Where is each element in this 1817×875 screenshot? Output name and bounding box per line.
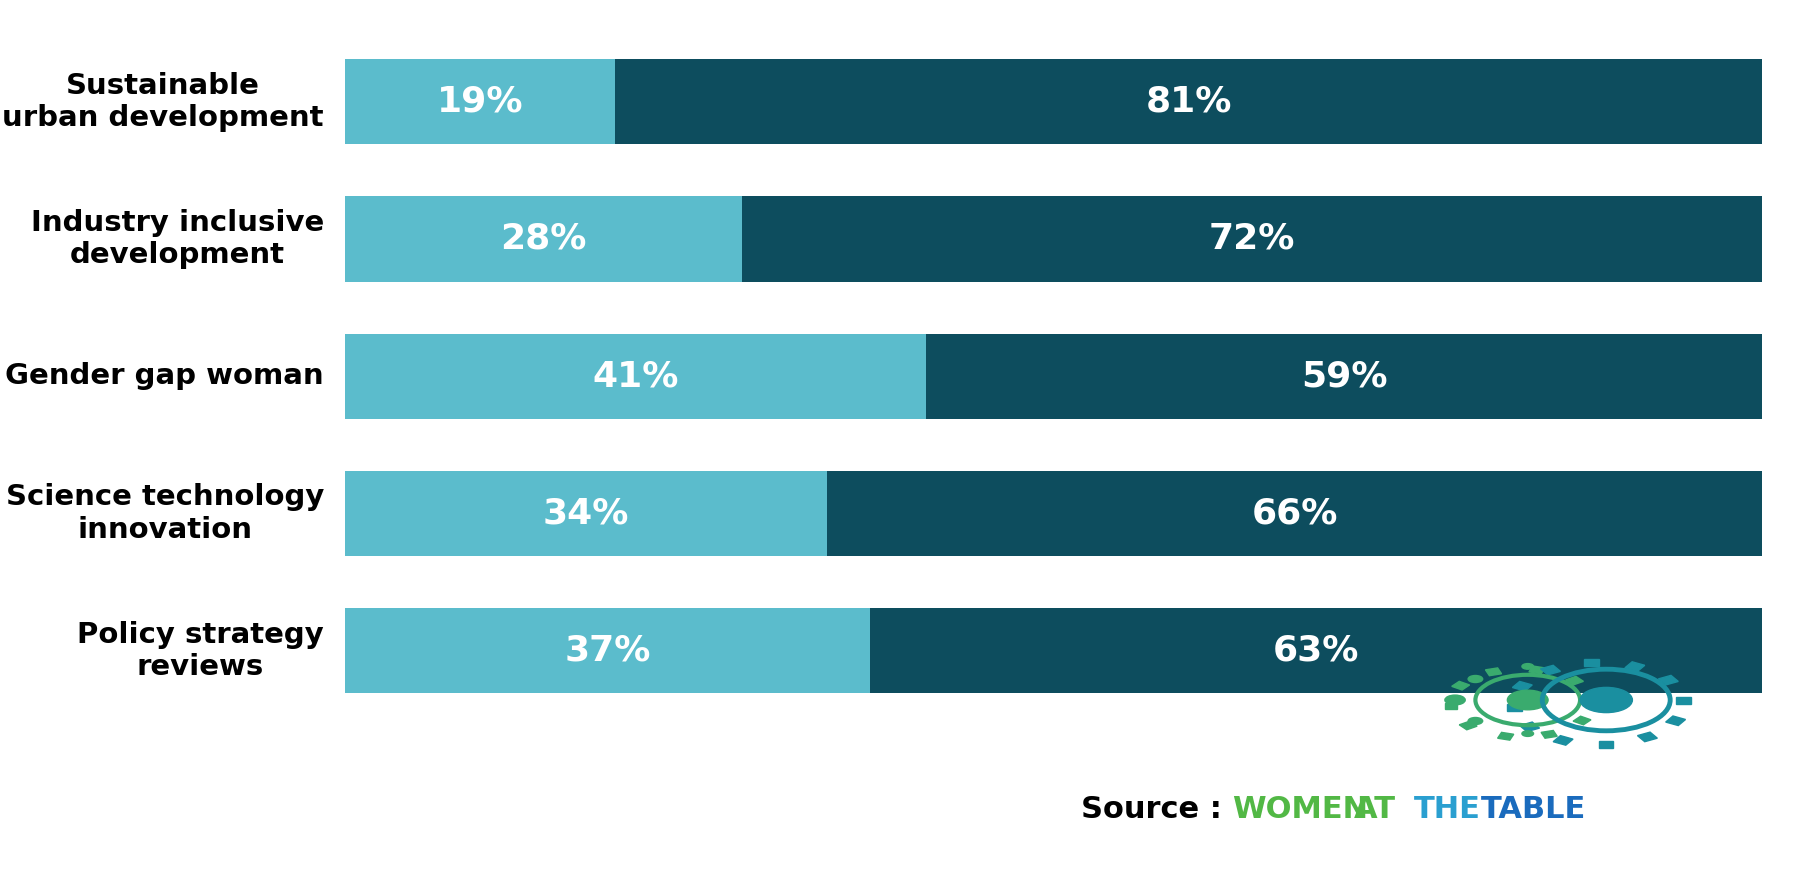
Bar [1666, 716, 1686, 725]
Text: AT: AT [1354, 794, 1395, 824]
Bar [1637, 732, 1657, 742]
Text: 72%: 72% [1208, 222, 1296, 256]
Text: 41%: 41% [592, 360, 680, 393]
Text: THE: THE [1414, 794, 1481, 824]
Bar [870, 608, 1762, 693]
Text: Sustainable
urban development: Sustainable urban development [2, 72, 323, 132]
Text: 37%: 37% [565, 634, 650, 668]
Bar [1497, 732, 1514, 740]
Bar [1675, 696, 1690, 704]
Bar [1541, 665, 1561, 675]
Circle shape [1445, 695, 1465, 705]
Text: 34%: 34% [543, 496, 629, 530]
Text: 63%: 63% [1274, 634, 1359, 668]
Circle shape [1468, 718, 1483, 724]
Text: 28%: 28% [500, 222, 587, 256]
Text: WOMEN: WOMEN [1232, 794, 1368, 824]
Bar [614, 60, 1762, 144]
Text: Industry inclusive
development: Industry inclusive development [31, 209, 323, 270]
Bar [1624, 662, 1644, 671]
Text: Science technology
innovation: Science technology innovation [5, 483, 323, 543]
Text: 66%: 66% [1252, 496, 1337, 530]
Bar [345, 471, 827, 556]
Bar [345, 197, 741, 282]
Bar [1584, 660, 1599, 667]
Bar [345, 333, 927, 419]
Text: TABLE: TABLE [1481, 794, 1586, 824]
Bar [1445, 704, 1457, 710]
Text: Policy strategy
reviews: Policy strategy reviews [76, 620, 323, 681]
Bar [345, 60, 614, 144]
Circle shape [1523, 731, 1534, 737]
Text: 19%: 19% [436, 85, 523, 119]
Circle shape [1468, 676, 1483, 682]
Bar [1541, 731, 1557, 738]
Bar [1528, 666, 1544, 674]
Bar [1508, 704, 1523, 710]
Circle shape [1581, 688, 1632, 712]
Bar [1519, 722, 1539, 732]
Bar [827, 471, 1762, 556]
Bar [1554, 736, 1574, 746]
Circle shape [1523, 663, 1534, 669]
Bar [1574, 717, 1592, 724]
Bar [1512, 682, 1532, 691]
Text: 59%: 59% [1301, 360, 1388, 393]
Bar [345, 608, 870, 693]
Circle shape [1508, 690, 1548, 710]
Bar [927, 333, 1762, 419]
Text: Source :: Source : [1081, 794, 1232, 824]
Text: Gender gap woman: Gender gap woman [5, 362, 323, 390]
Bar [1659, 676, 1679, 685]
Bar [1584, 696, 1599, 704]
Bar [1486, 668, 1501, 676]
Bar [1566, 676, 1583, 685]
Text: 81%: 81% [1145, 85, 1232, 119]
Bar [1599, 740, 1613, 747]
Bar [741, 197, 1762, 282]
Bar [1459, 721, 1477, 730]
Bar [1452, 682, 1470, 690]
